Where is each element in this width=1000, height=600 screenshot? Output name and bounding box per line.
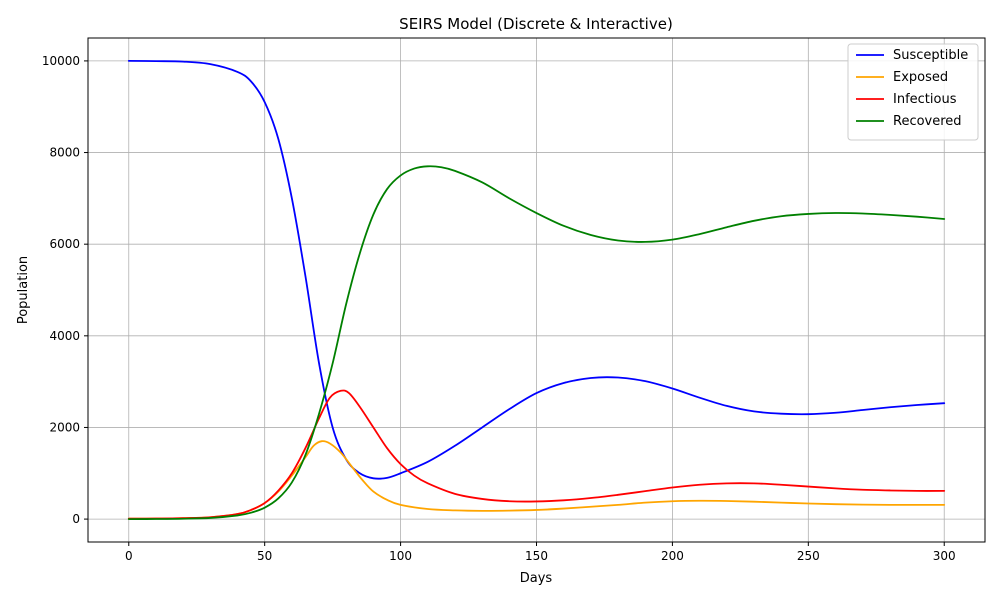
legend-label: Recovered	[893, 114, 962, 129]
y-tick-label: 6000	[49, 237, 80, 251]
x-tick-label: 100	[389, 549, 412, 563]
x-tick-label: 250	[797, 549, 820, 563]
x-axis: 0 50 100 150 200 250 300	[125, 542, 956, 563]
series-layer	[127, 60, 946, 520]
y-tick-label: 10000	[42, 54, 80, 68]
x-axis-label: Days	[520, 571, 553, 586]
series-line-infectious	[127, 389, 946, 520]
x-tick-label: 0	[125, 549, 133, 563]
legend-label: Susceptible	[893, 48, 968, 63]
y-axis-label: Population	[16, 256, 31, 324]
y-tick-label: 2000	[49, 420, 80, 434]
legend-label: Exposed	[893, 70, 948, 85]
y-tick-label: 4000	[49, 329, 80, 343]
series-line-recovered	[127, 165, 946, 520]
grid	[88, 38, 985, 542]
chart-title: SEIRS Model (Discrete & Interactive)	[399, 15, 673, 33]
legend-label: Infectious	[893, 92, 957, 107]
x-tick-label: 300	[933, 549, 956, 563]
x-tick-label: 150	[525, 549, 548, 563]
y-tick-label: 8000	[49, 146, 80, 160]
x-tick-label: 50	[257, 549, 272, 563]
series-line-susceptible	[127, 60, 946, 480]
y-axis: 0 2000 4000 6000 8000 10000	[42, 54, 88, 526]
x-tick-label: 200	[661, 549, 684, 563]
y-tick-label: 0	[72, 512, 80, 526]
legend: Susceptible Exposed Infectious Recovered	[847, 43, 979, 141]
legend-box	[847, 43, 979, 141]
